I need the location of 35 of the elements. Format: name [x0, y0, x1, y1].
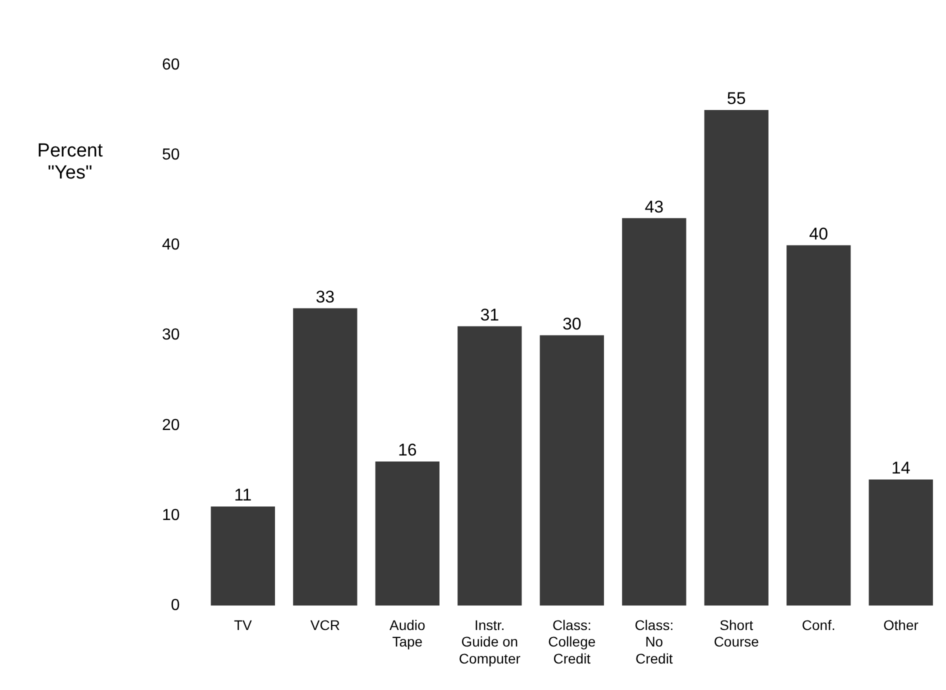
y-axis-title: Percent "Yes": [37, 140, 104, 184]
y-tick-label: 60: [162, 56, 180, 74]
x-tick-label: Class: No Credit: [634, 616, 674, 666]
data-label: 16: [398, 440, 417, 460]
data-label: 14: [891, 458, 910, 478]
bar: [704, 110, 768, 606]
x-tick-label: Audio Tape: [390, 616, 426, 650]
x-tick-label: Class: College Credit: [548, 616, 596, 666]
y-tick-label: 0: [170, 597, 180, 614]
bar: [293, 308, 358, 606]
bar: [458, 326, 522, 606]
bar: [622, 218, 686, 606]
bar: [868, 479, 933, 606]
data-label: 33: [316, 287, 335, 306]
bar: [375, 461, 440, 606]
y-tick-label: 50: [162, 146, 180, 164]
x-tick-label: VCR: [310, 616, 340, 633]
y-tick-label: 30: [162, 326, 180, 344]
x-tick-label: TV: [234, 616, 253, 633]
data-label: 40: [809, 224, 828, 244]
data-label: 31: [480, 305, 500, 324]
y-tick-label: 20: [162, 416, 180, 434]
x-tick-label: Instr. Guide on Computer: [458, 616, 521, 666]
bar: [540, 335, 604, 606]
y-tick-label: 40: [162, 236, 180, 254]
y-tick-label: 10: [162, 506, 180, 524]
data-label: 30: [562, 314, 582, 334]
x-tick-label: Other: [883, 616, 919, 633]
data-label: 43: [644, 197, 664, 216]
x-tick-label: Conf.: [802, 616, 836, 633]
bar: [210, 506, 275, 606]
x-tick-label: Short Course: [714, 616, 760, 650]
data-label: 55: [726, 89, 746, 108]
bar: [786, 245, 851, 606]
data-label: 11: [234, 486, 252, 505]
